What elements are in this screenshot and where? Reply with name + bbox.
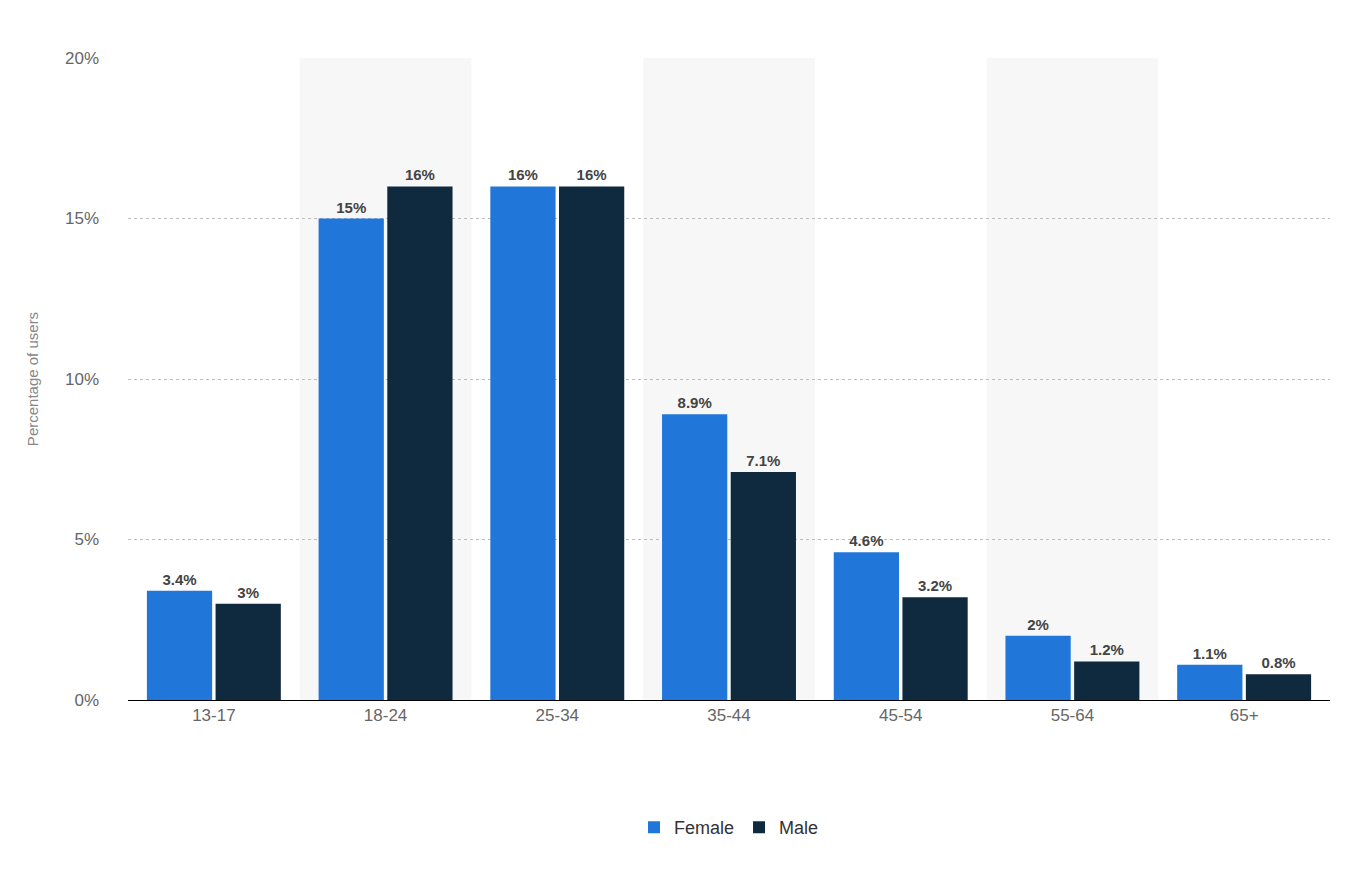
svg-text:16%: 16% — [508, 166, 538, 183]
svg-text:45-54: 45-54 — [879, 706, 922, 725]
svg-text:8.9%: 8.9% — [678, 394, 712, 411]
svg-text:5%: 5% — [74, 530, 99, 549]
svg-text:2%: 2% — [1027, 616, 1049, 633]
svg-text:0%: 0% — [74, 691, 99, 710]
svg-text:18-24: 18-24 — [364, 706, 407, 725]
svg-text:3.4%: 3.4% — [162, 571, 196, 588]
svg-text:16%: 16% — [577, 166, 607, 183]
svg-text:25-34: 25-34 — [536, 706, 579, 725]
svg-text:20%: 20% — [65, 49, 99, 68]
svg-text:4.6%: 4.6% — [849, 532, 883, 549]
svg-text:55-64: 55-64 — [1051, 706, 1094, 725]
svg-text:1.1%: 1.1% — [1193, 645, 1227, 662]
svg-text:65+: 65+ — [1230, 706, 1259, 725]
svg-text:16%: 16% — [405, 166, 435, 183]
svg-text:Percentage of users: Percentage of users — [24, 312, 41, 446]
svg-text:3%: 3% — [237, 584, 259, 601]
svg-text:1.2%: 1.2% — [1090, 641, 1124, 658]
svg-text:7.1%: 7.1% — [746, 452, 780, 469]
svg-text:10%: 10% — [65, 370, 99, 389]
svg-text:15%: 15% — [336, 199, 366, 216]
svg-text:15%: 15% — [65, 209, 99, 228]
svg-text:0.8%: 0.8% — [1261, 654, 1295, 671]
svg-text:35-44: 35-44 — [707, 706, 750, 725]
svg-text:13-17: 13-17 — [192, 706, 235, 725]
svg-text:Male: Male — [779, 818, 818, 838]
svg-text:3.2%: 3.2% — [918, 577, 952, 594]
svg-text:Female: Female — [674, 818, 734, 838]
